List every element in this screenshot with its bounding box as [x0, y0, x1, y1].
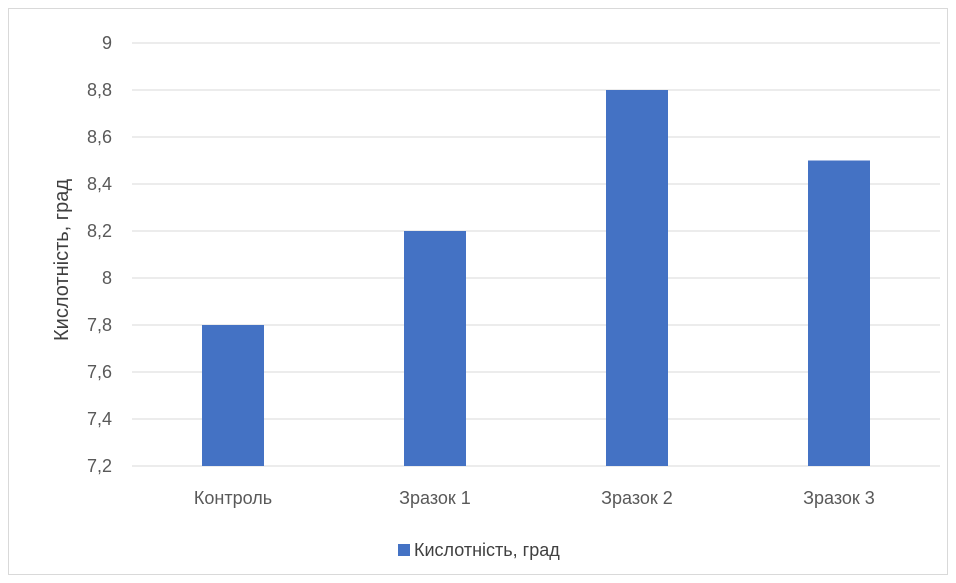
bar: [808, 160, 870, 466]
y-tick-label: 7,6: [87, 362, 112, 382]
y-tick-label: 7,2: [87, 456, 112, 476]
x-tick-label: Зразок 2: [601, 488, 673, 508]
bar: [606, 90, 668, 466]
bar: [404, 231, 466, 466]
y-tick-label: 7,8: [87, 315, 112, 335]
y-tick-label: 8,8: [87, 80, 112, 100]
legend-swatch: [398, 544, 410, 556]
x-tick-label: Контроль: [194, 488, 272, 508]
legend-label: Кислотність, град: [414, 540, 560, 560]
y-tick-label: 8,4: [87, 174, 112, 194]
y-axis-label: Кислотність, град: [51, 179, 73, 341]
x-axis-ticks: Контроль Зразок 1 Зразок 2 Зразок 3: [194, 488, 875, 508]
y-tick-label: 8,2: [87, 221, 112, 241]
gridlines: [132, 42, 940, 467]
x-tick-label: Зразок 3: [803, 488, 875, 508]
y-axis-ticks: 7,2 7,4 7,6 7,8 8 8,2 8,4 8,6 8,8 9: [87, 33, 112, 476]
y-tick-label: 8: [102, 268, 112, 288]
y-tick-label: 8,6: [87, 127, 112, 147]
y-tick-label: 7,4: [87, 409, 112, 429]
bars: [202, 90, 870, 466]
legend: Кислотність, град: [398, 540, 560, 560]
y-tick-label: 9: [102, 33, 112, 53]
chart-frame: [8, 8, 948, 575]
x-tick-label: Зразок 1: [399, 488, 471, 508]
bar: [202, 325, 264, 466]
